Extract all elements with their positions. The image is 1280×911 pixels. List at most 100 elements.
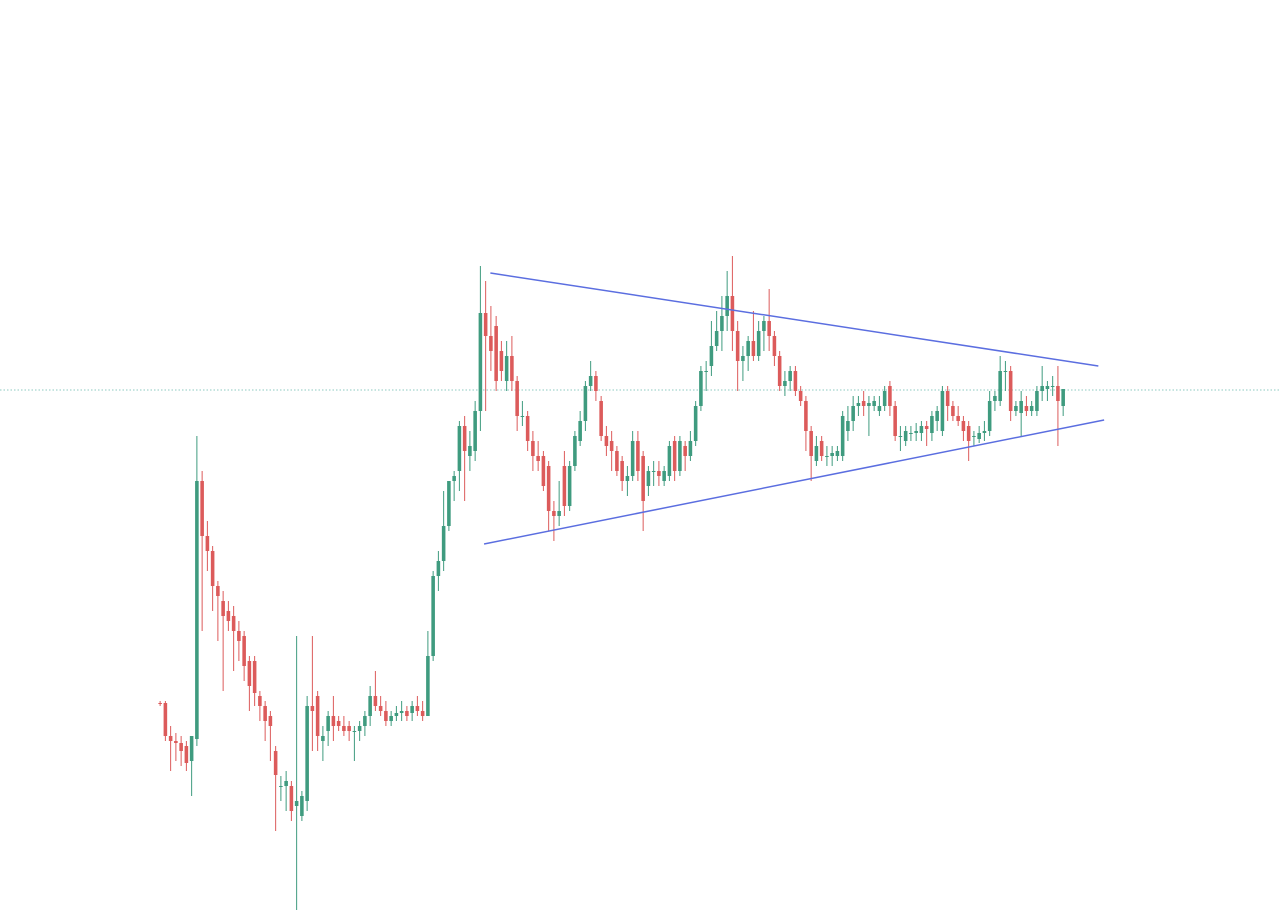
candle-body: [594, 376, 598, 391]
candle-body: [531, 441, 535, 456]
candle-body: [305, 706, 309, 801]
candle-body: [583, 386, 588, 421]
candle-body: [588, 376, 593, 386]
candle-body: [363, 716, 367, 726]
candle-body: [352, 731, 357, 732]
candle-body: [609, 441, 614, 451]
candle-body: [1050, 386, 1055, 387]
candle-body: [273, 751, 278, 775]
candle-body: [678, 441, 682, 471]
candle-body: [347, 726, 351, 731]
candle-body: [741, 356, 745, 361]
candle-body: [893, 406, 897, 436]
candle-body: [615, 451, 619, 471]
candle-body: [252, 661, 257, 693]
candle-body: [924, 426, 929, 429]
candle-body: [315, 696, 320, 736]
candle-body: [1029, 406, 1034, 411]
candle-body: [699, 371, 703, 406]
candle-body: [840, 416, 845, 456]
candle-body: [310, 706, 315, 711]
candle-body: [945, 391, 950, 406]
candle-body: [972, 436, 976, 437]
candle-body: [783, 381, 787, 386]
candle-body: [977, 433, 981, 439]
candle-body: [525, 416, 530, 441]
candle-body: [1056, 386, 1060, 401]
candle-body: [258, 696, 262, 706]
candle-body: [399, 711, 404, 713]
candle-body: [321, 736, 325, 741]
candle-body: [636, 441, 640, 471]
candle-body: [693, 406, 698, 441]
candle-body: [720, 316, 724, 331]
candle-body: [279, 786, 283, 787]
candle-body: [735, 331, 740, 361]
candle-body: [289, 786, 294, 811]
candle-body: [903, 431, 908, 441]
candle-body: [189, 736, 194, 761]
candle-body: [415, 706, 420, 711]
candle-body: [163, 703, 168, 736]
candle-body: [462, 426, 467, 451]
candle-body: [1045, 386, 1050, 389]
candle-body: [457, 426, 462, 471]
candle-body: [714, 331, 719, 346]
candle-body: [158, 703, 162, 704]
candle-body: [767, 321, 771, 336]
candle-body: [237, 631, 241, 641]
candle-body: [804, 401, 808, 431]
candle-body: [762, 321, 766, 331]
candle-body: [242, 636, 246, 666]
candle-body: [410, 706, 414, 713]
candle-body: [342, 726, 346, 731]
candle-body: [909, 433, 913, 434]
candle-body: [368, 696, 372, 716]
candle-body: [888, 386, 892, 406]
candle-body: [956, 416, 960, 421]
trendline: [490, 272, 1099, 367]
candle-body: [447, 481, 451, 526]
candle-body: [993, 396, 997, 401]
candle-body: [221, 601, 225, 616]
candle-body: [861, 401, 866, 406]
candle-body: [919, 426, 924, 433]
candle-body: [1024, 406, 1029, 411]
candle-body: [494, 326, 498, 381]
candle-body: [478, 313, 483, 411]
candle-body: [552, 511, 556, 516]
candle-body: [436, 561, 441, 576]
candle-body: [793, 371, 798, 391]
candle-body: [499, 351, 504, 371]
candle-body: [268, 716, 273, 726]
candle-body: [641, 456, 645, 501]
candle-body: [205, 536, 210, 551]
candle-body: [830, 453, 834, 456]
trendline: [483, 419, 1105, 545]
candle-body: [1003, 371, 1008, 372]
candle-body: [226, 611, 231, 621]
candle-body: [898, 436, 903, 437]
candle-body: [510, 356, 514, 381]
candle-body: [557, 511, 561, 516]
candle-body: [573, 436, 577, 466]
candle-body: [982, 431, 987, 433]
candle-body: [604, 436, 609, 446]
candle-body: [431, 576, 435, 656]
candle-body: [846, 421, 850, 431]
candle-body: [179, 743, 183, 751]
candle-body: [730, 296, 735, 331]
candle-body: [200, 481, 204, 536]
candle-body: [373, 696, 378, 706]
candle-body: [620, 461, 624, 481]
candle-body: [930, 416, 934, 433]
candle-body: [567, 466, 572, 506]
candle-body: [856, 403, 861, 406]
candle-body: [441, 526, 446, 561]
candle-body: [489, 336, 493, 351]
candle-body: [562, 466, 567, 506]
candle-body: [872, 401, 876, 406]
candle-body: [777, 356, 782, 386]
candle-body: [646, 471, 651, 486]
